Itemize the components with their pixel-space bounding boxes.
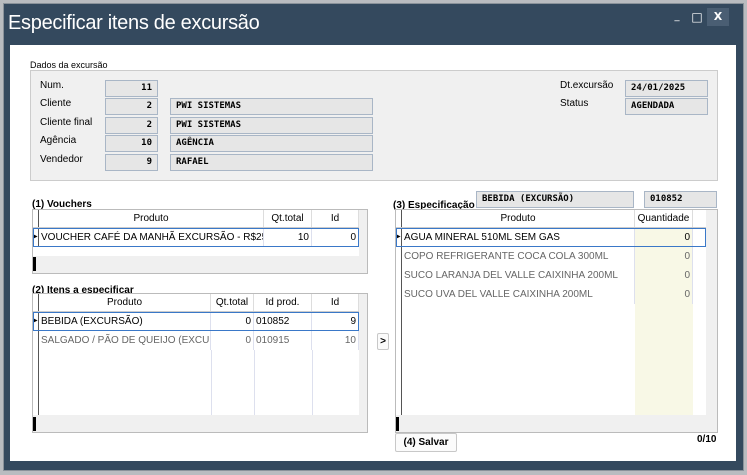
num-field[interactable]: 11: [105, 80, 158, 97]
cliente-id-field[interactable]: 2: [105, 98, 158, 115]
close-button[interactable]: X: [707, 8, 729, 26]
status-label: Status: [560, 98, 589, 109]
horizontal-scrollbar[interactable]: [33, 417, 36, 431]
vendedor-label: Vendedor: [40, 154, 83, 165]
minimize-button[interactable]: _: [674, 11, 680, 22]
counter-label: 0/10: [697, 434, 717, 445]
horizontal-scrollbar[interactable]: [33, 257, 36, 271]
vouchers-label: (1) Vouchers: [32, 199, 92, 210]
spec-label: (3) Especificação: [393, 200, 475, 211]
dados-group-label: Dados da excursão: [30, 60, 108, 70]
table-row[interactable]: ▶ VOUCHER CAFÉ DA MANHÃ EXCURSÃO - R$25,0…: [33, 228, 359, 247]
agencia-id-field[interactable]: 10: [105, 135, 158, 152]
spec-codigo-field[interactable]: 010852: [644, 191, 717, 208]
cliente-final-id-field[interactable]: 2: [105, 117, 158, 134]
transfer-button[interactable]: >: [377, 333, 389, 350]
vendedor-id-field[interactable]: 9: [105, 154, 158, 171]
col-produto[interactable]: Produto: [39, 294, 211, 311]
col-produto[interactable]: Produto: [402, 210, 635, 227]
cliente-final-label: Cliente final: [40, 117, 93, 128]
salvar-button[interactable]: (4) Salvar: [395, 433, 457, 452]
vouchers-grid: Produto Qt.total Id ▶ VOUCHER CAFÉ DA MANHÃ…: [32, 209, 368, 274]
cliente-final-nome-field[interactable]: PWI SISTEMAS: [170, 117, 373, 134]
agencia-nome-field[interactable]: AGÊNCIA: [170, 135, 373, 152]
dt-excursao-field[interactable]: 24/01/2025: [625, 80, 708, 97]
row-pointer-icon: ▶: [33, 312, 39, 331]
table-row[interactable]: SUCO LARANJA DEL VALLE CAIXINHA 200ML 0: [396, 266, 706, 285]
spec-grid: Produto Quantidade ▶ AGUA MINERAL 510ML SE…: [395, 209, 718, 433]
row-pointer-icon: ▶: [33, 228, 39, 247]
row-pointer-icon: ▶: [396, 228, 402, 247]
col-qt-total[interactable]: Qt.total: [264, 210, 312, 227]
col-quantidade[interactable]: Quantidade: [635, 210, 693, 227]
table-row[interactable]: SUCO UVA DEL VALLE CAIXINHA 200ML 0: [396, 285, 706, 304]
cliente-nome-field[interactable]: PWI SISTEMAS: [170, 98, 373, 115]
spec-item-field[interactable]: BEBIDA (EXCURSÃO): [476, 191, 634, 208]
num-label: Num.: [40, 80, 64, 91]
col-id[interactable]: Id: [312, 210, 359, 227]
status-field[interactable]: AGENDADA: [625, 98, 708, 115]
col-produto[interactable]: Produto: [39, 210, 264, 227]
col-qt-total[interactable]: Qt.total: [211, 294, 254, 311]
table-row[interactable]: ▶ AGUA MINERAL 510ML SEM GAS 0: [396, 228, 706, 247]
cliente-label: Cliente: [40, 98, 72, 109]
dt-excursao-label: Dt.excursão: [560, 80, 614, 91]
agencia-label: Agência: [40, 135, 77, 146]
table-row[interactable]: ▶ BEBIDA (EXCURSÃO) 0 010852 9: [33, 312, 359, 331]
itens-grid: Produto Qt.total Id prod. Id ▶ BEBIDA (EXCUR…: [32, 293, 368, 433]
itens-label: (2) Itens a especificar: [32, 285, 134, 296]
window-title: Especificar itens de excursão: [8, 12, 260, 34]
table-row[interactable]: SALGADO / PÃO DE QUEIJO (EXCURSÃO)001091…: [33, 331, 359, 350]
vendedor-nome-field[interactable]: RAFAEL: [170, 154, 373, 171]
table-row[interactable]: COPO REFRIGERANTE COCA COLA 300ML 0: [396, 247, 706, 266]
horizontal-scrollbar[interactable]: [396, 417, 399, 431]
col-id[interactable]: Id: [312, 294, 359, 311]
maximize-button[interactable]: □: [691, 10, 703, 24]
col-id-prod[interactable]: Id prod.: [254, 294, 312, 311]
